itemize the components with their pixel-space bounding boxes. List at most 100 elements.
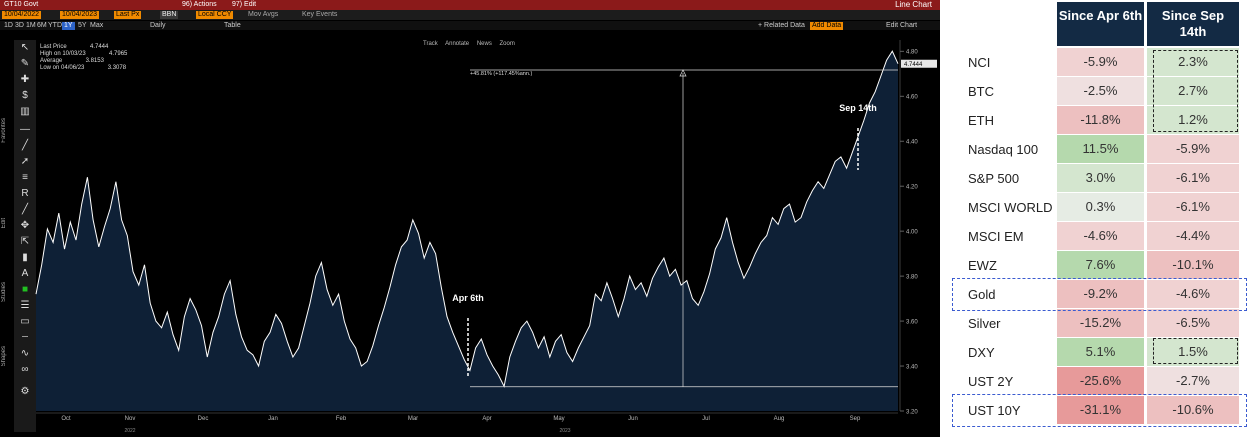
arrow-icon[interactable]: ➚ [20,156,30,167]
chart-type-title: Line Chart [895,0,932,9]
diagonal-line-icon[interactable]: ╱ [21,140,29,151]
y-tick-label: 3.40 [906,365,918,371]
gear-icon[interactable]: ⚙ [20,386,30,397]
high-value: 4.7965 [109,51,128,57]
cell-since-sep: 2.3% [1147,48,1239,76]
annotate-tool[interactable]: Annotate [445,41,470,47]
cell-since-sep: -6.1% [1147,193,1239,221]
last-value-label: 4.7444 [904,62,923,68]
cell-since-sep: -4.4% [1147,222,1239,250]
shapes-sidebar-label: Shapes [1,346,7,367]
track-tool[interactable]: Track [423,41,438,47]
highlight-dxy-box [1153,338,1238,364]
last-price-value: 4.7444 [90,44,109,50]
currency-select[interactable]: Local CCY [196,11,234,19]
select-icon[interactable]: ⇱ [20,236,30,247]
width-icon[interactable]: ▭ [20,316,30,327]
pointer-icon[interactable]: ↖ [20,42,30,53]
cell-since-sep: 2.7% [1147,77,1239,105]
x-tick-label: Mar [408,416,418,422]
annotate-icon[interactable]: ✚ [20,74,30,85]
period-6m[interactable]: 6M [37,22,47,29]
row-label: UST 10Y [968,403,1021,418]
key-events-toggle[interactable]: Key Events [302,11,338,18]
cell-since-apr: -5.9% [1057,48,1144,76]
edit-chart-button[interactable]: Edit Chart [886,22,918,29]
link-icon[interactable]: ∞ [21,364,29,375]
cell-since-apr: -9.2% [1057,280,1144,308]
row-label: EWZ [968,258,997,273]
table-button[interactable]: Table [224,22,241,29]
green-color-icon[interactable]: ■ [21,284,29,295]
highlight-ust10y-box [952,394,1247,427]
apr-annotation: Apr 6th [452,293,484,303]
period-bar: 1D 3D 1M 6M YTD 1Y 5Y Max Daily Table + Related… [0,21,940,30]
cell-since-sep: -6.1% [1147,164,1239,192]
studies-sidebar-label: Studies [1,282,7,303]
frequency-select[interactable]: Daily [150,22,166,29]
period-1d[interactable]: 1D [4,22,13,29]
x-tick-label: Jan [268,416,278,422]
brush-icon[interactable]: ╱ [21,204,29,215]
text-r-icon[interactable]: R [21,188,29,199]
row-label: Gold [968,287,996,302]
low-value: 3.3078 [107,65,127,71]
cell-since-sep: -10.1% [1147,251,1239,279]
edit-sidebar-label: Edit [1,218,7,229]
period-1y[interactable]: 1Y [62,22,75,30]
x-tick-label: Oct [61,416,71,422]
x-tick-label: Feb [336,416,347,422]
edit-menu[interactable]: 97) Edit [232,1,257,8]
bar-icon[interactable]: ▥ [20,106,30,117]
dashed-icon[interactable]: ┄ [21,332,29,343]
period-5y[interactable]: 5Y [78,22,87,29]
row-label: NCI [968,55,991,70]
row-label: Silver [968,316,1001,331]
yield-chart[interactable]: 3.20 3.40 3.60 3.80 4.00 4.20 4.40 4.60 4.80 Oct N… [0,0,940,437]
trash-icon[interactable]: ▮ [22,252,28,263]
drawing-toolbar: ↖ ✎ ✚ $ ▥ ― ╱ ➚ ≡ R ╱ ✥ ⇱ ▮ A ■ ☰ ▭ ┄ ∿ … [14,40,36,432]
period-ytd[interactable]: YTD [48,22,62,29]
move-icon[interactable]: ✥ [20,220,30,231]
actions-menu[interactable]: 96) Actions [182,1,217,8]
cell-since-apr: -31.1% [1057,396,1144,424]
highlight-gold-box [952,278,1247,311]
cell-since-sep: -2.7% [1147,367,1239,395]
news-tool[interactable]: News [476,41,492,47]
text-a-icon[interactable]: A [21,268,29,279]
row-label: MSCI WORLD [968,200,1053,215]
period-1m[interactable]: 1M [26,22,36,29]
cell-since-apr: -2.5% [1057,77,1144,105]
security-field[interactable]: GT10 Govt [4,1,39,8]
average-value: 3.8153 [85,58,104,64]
curve-icon[interactable]: ∿ [20,348,30,359]
field-select[interactable]: Last Px [114,11,142,19]
dollar-icon[interactable]: $ [22,90,28,101]
period-max[interactable]: Max [90,22,104,29]
y-tick-label: 3.80 [906,275,918,281]
series-line [35,50,899,388]
pencil-icon[interactable]: ✎ [20,58,30,69]
related-data-button[interactable]: + Related Data [758,22,805,29]
start-date-input[interactable]: 10/04/2022 [2,11,42,19]
zoom-tool[interactable]: Zoom [499,41,515,47]
y-tick-label: 4.20 [906,185,918,191]
channel-icon[interactable]: ≡ [22,172,28,183]
cell-since-sep: -4.6% [1147,280,1239,308]
cell-since-sep: -10.6% [1147,396,1239,424]
mov-avgs-toggle[interactable]: Mov Avgs [248,11,279,18]
line-icon[interactable]: ― [20,124,30,135]
last-price-label: Last Price [40,44,67,50]
x-tick-label: May [553,416,564,422]
line-style-icon[interactable]: ☰ [20,300,30,311]
add-data-input[interactable]: Add Data [810,22,844,30]
highlight-crypto-box [1153,50,1238,132]
period-3d[interactable]: 3D [15,22,24,29]
source-select[interactable]: BBN [160,11,179,19]
last-value-tag [901,59,937,68]
row-label: DXY [968,345,995,360]
y-tick-label: 4.60 [906,95,918,101]
x-tick-label: Dec [198,416,209,422]
row-label: UST 2Y [968,374,1014,389]
end-date-input[interactable]: 10/04/2023 [60,11,100,19]
